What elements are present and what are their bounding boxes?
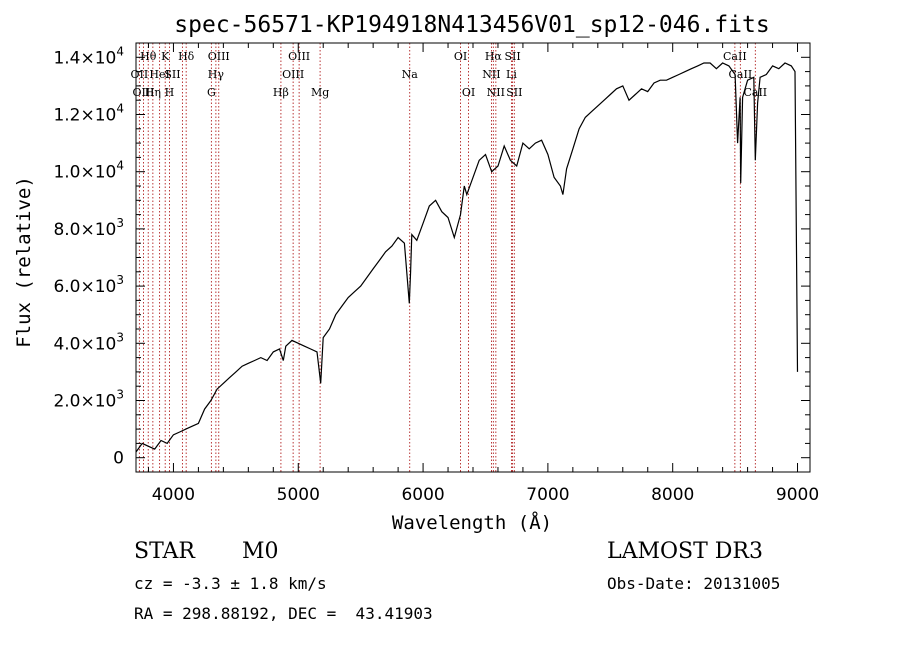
x-tick-label-2: 6000 (401, 485, 444, 505)
object-subclass: M0 (242, 539, 279, 564)
line-label-6: H (165, 86, 175, 99)
line-label-20: NII (482, 68, 500, 81)
coordinates: RA = 298.88192, DEC = 43.41903 (134, 604, 433, 623)
line-label-12: Hβ (273, 86, 289, 99)
x-tick-label-3: 7000 (526, 485, 569, 505)
y-tick-label-3: 6.0×103 (53, 273, 124, 297)
y-tick-exponent: 3 (116, 216, 124, 230)
line-label-9: OIII (208, 50, 230, 63)
y-tick-mantissa: 1.2×10 (53, 106, 116, 126)
y-tick-mantissa: 6.0×10 (53, 277, 116, 297)
y-tick-exponent: 4 (116, 44, 124, 58)
line-label-4: HeI (149, 68, 169, 81)
y-tick-mantissa: 4.0×10 (53, 334, 116, 354)
line-label-22: SII (504, 50, 520, 63)
emission-line-markers (138, 43, 756, 472)
y-tick-label-7: 1.4×104 (53, 44, 124, 68)
line-label-14: OIII (282, 68, 304, 81)
y-tick-label-5: 1.0×104 (53, 159, 124, 183)
y-tick-mantissa: 1.0×10 (53, 163, 116, 183)
line-label-19: Hα (485, 50, 503, 63)
line-label-11: G (207, 86, 216, 99)
plot-frame (135, 42, 811, 473)
chart-title: spec-56571-KP194918N413456V01_sp12-046.f… (174, 12, 769, 38)
y-tick-label-4: 8.0×103 (53, 216, 124, 240)
line-label-5: K (161, 50, 170, 63)
y-tick-label-1: 2.0×103 (53, 388, 124, 412)
line-label-16: Na (402, 68, 419, 81)
x-tick-label-1: 5000 (277, 485, 320, 505)
line-label-17: OI (454, 50, 467, 63)
line-label-8: Hδ (178, 50, 195, 63)
y-tick-exponent: 3 (116, 273, 124, 287)
y-tick-exponent: 3 (116, 330, 124, 344)
line-label-23: Li (506, 68, 517, 81)
y-axis: 02.0×1034.0×1036.0×1038.0×1031.0×1041.2×… (53, 44, 810, 469)
line-label-25: CaII (723, 50, 747, 63)
y-axis-label: Flux (relative) (13, 176, 35, 348)
survey-name: LAMOST DR3 (607, 539, 763, 564)
redshift-value: cz = -3.3 ± 1.8 km/s (134, 574, 327, 593)
object-class: STAR (134, 539, 195, 564)
line-label-26: CaII (729, 68, 753, 81)
y-tick-mantissa: 1.4×10 (53, 48, 116, 68)
line-label-13: OIII (288, 50, 310, 63)
line-label-7: SII (164, 68, 180, 81)
x-tick-label-4: 8000 (651, 485, 694, 505)
observation-date: Obs-Date: 20131005 (607, 574, 781, 593)
y-tick-label-6: 1.2×104 (53, 102, 124, 126)
y-tick-mantissa: 0 (113, 449, 124, 469)
line-label-0: Hθ (140, 50, 157, 63)
y-tick-exponent: 3 (116, 388, 124, 402)
line-label-1: OII (131, 68, 149, 81)
x-tick-label-0: 4000 (152, 485, 195, 505)
spectrum-line (135, 62, 799, 453)
line-label-21: NII (487, 86, 505, 99)
y-tick-mantissa: 8.0×10 (53, 220, 116, 240)
line-label-18: OI (462, 86, 475, 99)
line-label-2: OIII (132, 86, 154, 99)
x-axis-label: Wavelength (Å) (392, 511, 552, 534)
y-tick-label-2: 4.0×103 (53, 330, 124, 354)
y-tick-exponent: 4 (116, 102, 124, 116)
line-label-10: Hγ (208, 68, 225, 81)
x-axis: 4000 5000 6000 7000 8000 9000 (147, 43, 819, 505)
line-label-15: Mg (311, 86, 329, 99)
y-tick-exponent: 4 (116, 159, 124, 173)
x-tick-label-5: 9000 (776, 485, 819, 505)
y-tick-label-0: 0 (113, 449, 124, 469)
y-tick-mantissa: 2.0×10 (53, 392, 116, 412)
line-label-3: Hη (145, 86, 161, 99)
line-label-24: SII (506, 86, 522, 99)
line-label-27: CaII (743, 86, 767, 99)
